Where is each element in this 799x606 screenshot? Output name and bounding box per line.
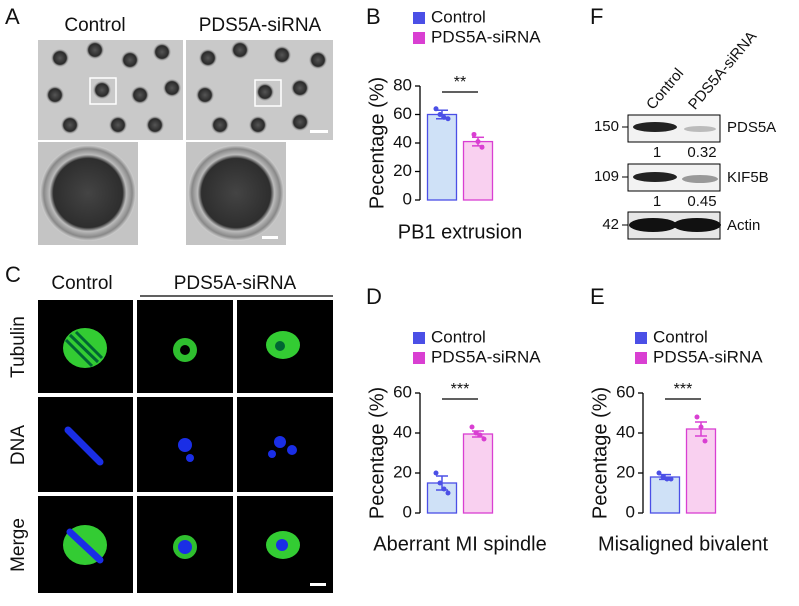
marker: 150 <box>594 118 619 135</box>
y-tick-label: 0 <box>403 189 412 208</box>
data-point <box>479 144 485 150</box>
image-label: PDS5A-siRNA <box>199 15 322 36</box>
panel-a-images <box>38 40 333 245</box>
y-tick-label: 20 <box>393 462 412 481</box>
data-point <box>437 480 443 486</box>
data-point <box>437 112 443 117</box>
data-point <box>433 470 439 476</box>
data-point <box>473 430 479 436</box>
y-axis-label: Pecentage (%) <box>366 387 388 519</box>
column-label: Control <box>643 65 687 113</box>
data-point <box>698 424 704 430</box>
bar <box>649 476 681 514</box>
protein: Actin <box>727 217 760 234</box>
bar <box>462 433 494 514</box>
y-tick-label: 40 <box>393 422 412 441</box>
legend-label: PDS5A-siRNA <box>431 347 541 366</box>
y-tick-label: 0 <box>626 502 635 521</box>
data-point <box>656 470 662 476</box>
data-point <box>469 424 475 430</box>
x-axis-label: PB1 extrusion <box>398 221 523 243</box>
protein: KIF5B <box>727 169 769 186</box>
data-point <box>471 131 477 137</box>
y-tick-label: 20 <box>616 462 635 481</box>
data-point <box>475 139 481 145</box>
legend-marker <box>413 12 425 24</box>
significance: ** <box>454 74 466 91</box>
legend-label: PDS5A-siRNA <box>653 347 763 366</box>
data-point <box>441 486 447 492</box>
panel-letter: B <box>366 4 381 29</box>
panel-letter: D <box>366 284 382 309</box>
blots <box>622 114 721 240</box>
data-point <box>702 438 708 444</box>
legend-marker <box>413 352 425 364</box>
legend-marker <box>635 352 647 364</box>
legend-label: Control <box>431 7 486 26</box>
data-point <box>433 106 439 112</box>
legend-marker <box>413 332 425 344</box>
y-tick-label: 80 <box>393 75 412 94</box>
panel-letter: C <box>5 262 21 287</box>
y-tick-label: 60 <box>616 382 635 401</box>
bar <box>685 428 717 514</box>
data-point <box>664 476 670 482</box>
image-label: Control <box>64 15 125 36</box>
marker: 42 <box>602 216 619 233</box>
column-label: PDS5A-siRNA <box>174 273 297 294</box>
data-point <box>668 476 674 482</box>
marker: 109 <box>594 168 619 185</box>
data-point <box>441 114 447 120</box>
x-axis-label: Aberrant MI spindle <box>373 533 546 555</box>
legend-label: Control <box>431 327 486 346</box>
row-label: Merge <box>8 518 29 572</box>
row-label: Tubulin <box>8 316 29 378</box>
legend-marker <box>635 332 647 344</box>
x-axis-label: Misaligned bivalent <box>598 533 769 555</box>
column-label: Control <box>51 273 112 294</box>
quant: 1 <box>653 193 661 210</box>
y-axis-label: Pecentage (%) <box>366 77 388 209</box>
panel-letter: F <box>590 4 603 29</box>
panel-letter: E <box>590 284 605 309</box>
quant: 1 <box>653 144 661 161</box>
data-point <box>477 432 483 438</box>
data-point <box>445 116 451 122</box>
y-tick-label: 60 <box>393 382 412 401</box>
panel-letter: A <box>5 4 20 29</box>
data-point <box>694 414 700 420</box>
y-tick-label: 20 <box>393 161 412 180</box>
column-label: PDS5A-siRNA <box>685 28 760 113</box>
protein: PDS5A <box>727 119 776 136</box>
legend-label: Control <box>653 327 708 346</box>
row-label: DNA <box>8 425 29 465</box>
y-tick-label: 60 <box>393 104 412 123</box>
y-tick-label: 0 <box>403 502 412 521</box>
bar <box>426 113 458 201</box>
quant: 0.32 <box>687 144 716 161</box>
data-point <box>445 490 451 496</box>
legend-marker <box>413 32 425 44</box>
data-point <box>481 436 487 442</box>
data-point <box>660 474 666 480</box>
y-tick-label: 40 <box>616 422 635 441</box>
bar <box>462 140 494 201</box>
legend-label: PDS5A-siRNA <box>431 27 541 46</box>
panel-c-images <box>38 295 333 593</box>
significance: *** <box>674 381 693 398</box>
quant: 0.45 <box>687 193 716 210</box>
significance: *** <box>451 381 470 398</box>
y-tick-label: 40 <box>393 132 412 151</box>
y-axis-label: Pecentage (%) <box>589 387 611 519</box>
